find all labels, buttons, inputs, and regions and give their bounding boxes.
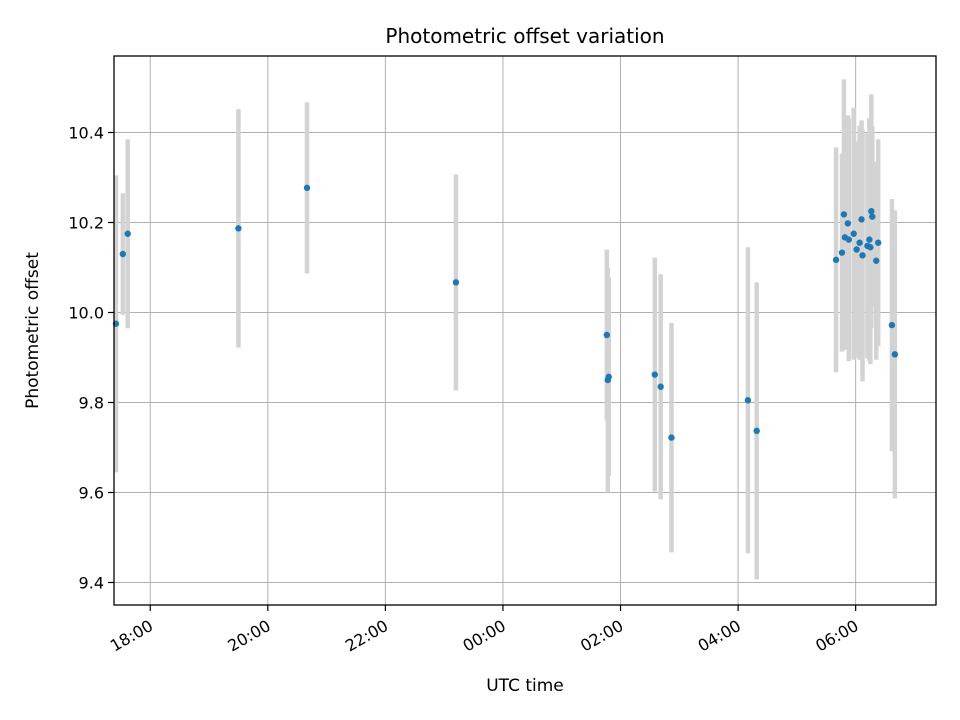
chart-title: Photometric offset variation [385, 24, 664, 48]
data-point [845, 236, 853, 243]
data-point [452, 279, 460, 286]
data-point [840, 211, 848, 218]
data-point [124, 230, 131, 237]
data-point [235, 225, 242, 232]
data-point [866, 236, 873, 243]
grid [114, 56, 936, 605]
data-point [873, 257, 880, 264]
plot-frame [113, 55, 937, 606]
data-point [850, 230, 857, 237]
data-point [859, 252, 866, 259]
data-point [858, 216, 865, 223]
data-point [874, 239, 882, 246]
data-point [744, 397, 752, 404]
data-point [891, 351, 899, 358]
x-axis-ticks: 18:00 20:00 22:00 00:00 02:00 04:00 06:00 [107, 605, 862, 656]
data-point [888, 321, 896, 329]
x-axis-label: UTC time [486, 676, 564, 696]
x-tick-label: 18:00 [107, 616, 156, 656]
data-point [853, 246, 860, 253]
x-tick-label: 20:00 [224, 616, 273, 656]
x-tick-label: 22:00 [342, 616, 391, 656]
data-point [868, 208, 875, 215]
x-tick-label: 02:00 [577, 616, 626, 656]
data-point [869, 213, 876, 220]
y-tick-label: 10.4 [68, 124, 104, 143]
y-tick-label: 10.2 [68, 214, 104, 233]
data-point [844, 220, 852, 227]
data-point [651, 371, 659, 378]
y-tick-label: 9.6 [79, 484, 104, 503]
data-points [112, 184, 899, 441]
y-tick-label: 10.0 [68, 304, 104, 323]
data-point [838, 249, 846, 256]
x-tick-label: 00:00 [460, 616, 509, 656]
data-point [668, 434, 675, 441]
y-axis-label: Photometric offset [23, 252, 43, 409]
data-point [856, 239, 863, 246]
data-point [303, 184, 311, 192]
x-tick-label: 04:00 [695, 616, 744, 656]
data-point [119, 250, 127, 258]
data-point [657, 383, 664, 390]
data-point [832, 256, 840, 264]
y-tick-label: 9.8 [79, 394, 104, 413]
data-point [753, 427, 760, 435]
x-tick-label: 06:00 [812, 616, 861, 656]
y-tick-label: 9.4 [79, 574, 104, 593]
data-point [603, 331, 611, 339]
data-point [867, 244, 874, 251]
data-point [605, 373, 612, 381]
error-bars [113, 79, 898, 580]
y-axis-ticks: 9.4 9.6 9.8 10.0 10.2 10.4 [68, 124, 114, 593]
